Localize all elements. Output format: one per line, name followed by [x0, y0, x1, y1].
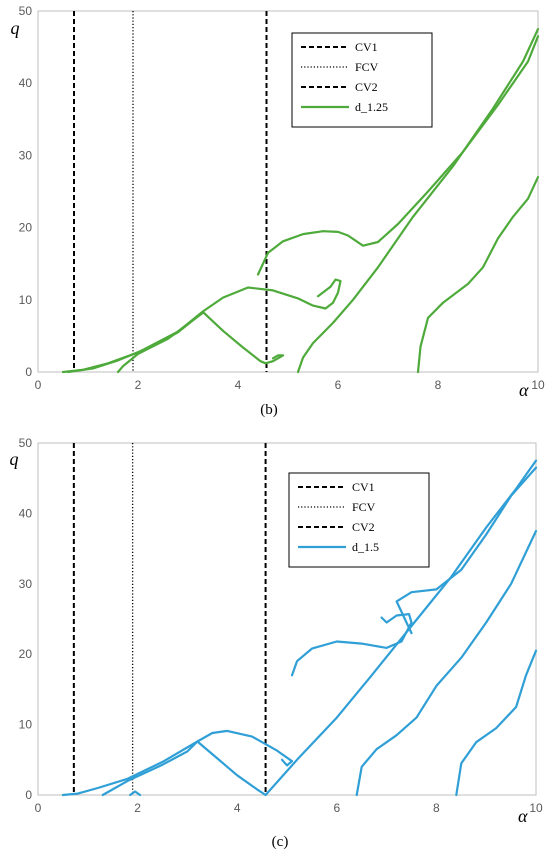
series-curve-2	[66, 311, 285, 374]
series-curve-1	[61, 278, 342, 374]
x-tick-label: 6	[333, 801, 340, 815]
x-tick-label: 8	[435, 378, 442, 392]
y-axis-label: q	[10, 449, 19, 469]
panel-caption: (b)	[260, 402, 278, 418]
x-tick-label: 2	[134, 801, 141, 815]
chart-panel-2: 0 2 4 6 8 10 0 10 20 30 40 50 α q (c) CV1 FCV CV2 d_1.5	[10, 436, 543, 850]
legend-label: CV1	[355, 40, 378, 54]
y-tick-label: 30	[19, 577, 33, 591]
series-curve-5	[355, 529, 538, 797]
legend: CV1 FCV CV2 d_1.25	[291, 32, 433, 128]
series-curve-4	[116, 311, 205, 374]
x-tick-label: 0	[35, 801, 42, 815]
panel-caption: (c)	[272, 834, 289, 850]
x-axis-label: α	[519, 380, 529, 400]
plot-frame	[37, 10, 539, 373]
x-tick-label: 4	[234, 801, 241, 815]
y-tick-label: 10	[19, 293, 33, 307]
x-tick-label: 2	[135, 378, 142, 392]
series-curve-2	[101, 740, 267, 797]
y-tick-label: 40	[19, 76, 33, 90]
y-tick-label: 0	[25, 365, 32, 379]
x-axis-label: α	[518, 806, 528, 826]
legend-label: d_1.5	[352, 540, 379, 554]
y-tick-label: 0	[25, 788, 32, 802]
legend-label: FCV	[352, 500, 376, 514]
plot-frame	[37, 442, 537, 796]
y-axis-label: q	[11, 18, 20, 38]
series-curve-3	[256, 35, 540, 276]
x-tick-label: 8	[433, 801, 440, 815]
chart-panel-1: 0 2 4 6 8 10 0 10 20 30 40 50 α q (b) CV1 FCV CV2 d_1.25	[11, 4, 545, 418]
series-curve-6	[455, 649, 538, 797]
y-tick-label: 20	[19, 221, 33, 235]
legend-label: CV2	[355, 80, 378, 94]
legend-box	[291, 32, 433, 128]
x-tick-label: 6	[335, 378, 342, 392]
series-curve-8	[129, 790, 142, 797]
x-tick-label: 4	[235, 378, 242, 392]
legend-box	[288, 472, 430, 568]
y-tick-label: 50	[19, 4, 33, 18]
series-curve-5	[296, 28, 540, 374]
y-tick-label: 30	[19, 148, 33, 162]
x-tick-label: 10	[529, 801, 543, 815]
legend-label: FCV	[355, 60, 379, 74]
y-tick-label: 40	[19, 506, 33, 520]
legend-label: CV1	[352, 480, 375, 494]
series-curve-6	[416, 176, 540, 374]
y-tick-label: 50	[19, 436, 33, 450]
x-tick-label: 10	[531, 378, 545, 392]
legend-label: CV2	[352, 520, 375, 534]
legend: CV1 FCV CV2 d_1.5	[288, 472, 430, 568]
x-tick-label: 0	[35, 378, 42, 392]
series-curve-7	[395, 466, 538, 635]
series-curve-1	[61, 729, 294, 797]
series-curve-3	[290, 613, 413, 677]
legend-label: d_1.25	[355, 100, 388, 114]
y-tick-label: 10	[19, 718, 33, 732]
y-tick-label: 20	[19, 647, 33, 661]
